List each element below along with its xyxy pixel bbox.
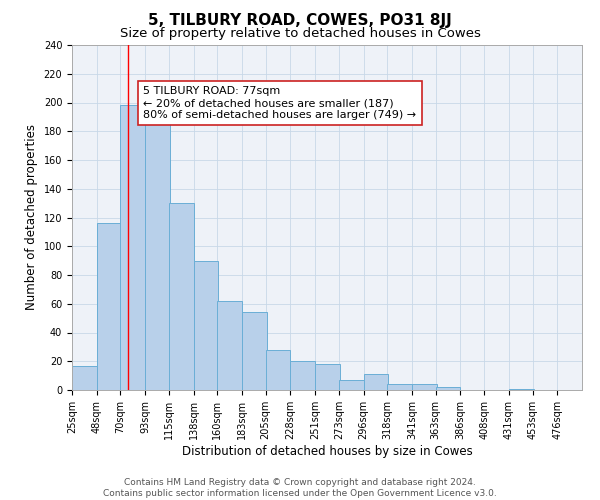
Bar: [412, 384, 437, 390]
Bar: [387, 384, 412, 390]
Bar: [145, 116, 170, 390]
Bar: [266, 350, 290, 390]
Bar: [97, 223, 121, 390]
X-axis label: Distribution of detached houses by size in Cowes: Distribution of detached houses by size …: [182, 444, 472, 458]
Text: 5, TILBURY ROAD, COWES, PO31 8JJ: 5, TILBURY ROAD, COWES, PO31 8JJ: [148, 12, 452, 28]
Text: Size of property relative to detached houses in Cowes: Size of property relative to detached ho…: [119, 28, 481, 40]
Bar: [509, 388, 533, 390]
Bar: [364, 374, 388, 390]
Bar: [436, 387, 460, 390]
Bar: [169, 203, 194, 390]
Bar: [242, 312, 267, 390]
Y-axis label: Number of detached properties: Number of detached properties: [25, 124, 38, 310]
Text: 5 TILBURY ROAD: 77sqm
← 20% of detached houses are smaller (187)
80% of semi-det: 5 TILBURY ROAD: 77sqm ← 20% of detached …: [143, 86, 416, 120]
Bar: [339, 380, 364, 390]
Text: Contains HM Land Registry data © Crown copyright and database right 2024.
Contai: Contains HM Land Registry data © Crown c…: [103, 478, 497, 498]
Bar: [290, 361, 315, 390]
Bar: [72, 366, 97, 390]
Bar: [217, 301, 242, 390]
Bar: [315, 364, 340, 390]
Bar: [121, 106, 145, 390]
Bar: [194, 260, 218, 390]
